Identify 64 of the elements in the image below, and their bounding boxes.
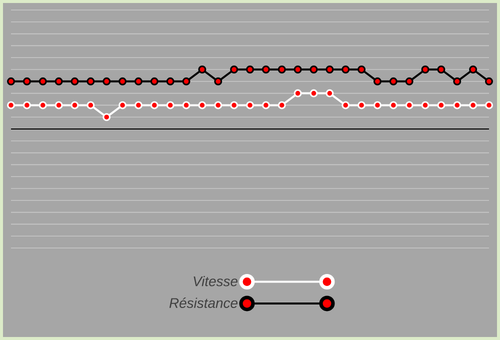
point — [182, 77, 190, 86]
point — [7, 77, 16, 86]
point — [421, 101, 430, 110]
point — [294, 89, 302, 98]
point — [278, 65, 286, 74]
point — [118, 77, 127, 86]
point — [342, 101, 350, 110]
point — [358, 65, 366, 74]
point — [38, 77, 47, 86]
point — [198, 101, 206, 110]
point — [134, 101, 142, 110]
point — [485, 101, 494, 110]
point — [453, 101, 462, 110]
point — [389, 101, 398, 110]
point — [38, 101, 47, 110]
point — [326, 65, 334, 74]
point — [150, 101, 158, 110]
point — [22, 77, 31, 86]
point — [405, 101, 414, 110]
point — [230, 65, 238, 74]
point — [166, 101, 174, 110]
point — [437, 65, 446, 74]
point — [22, 101, 31, 110]
point — [294, 65, 302, 74]
point — [166, 77, 174, 86]
point — [310, 65, 318, 74]
point — [134, 77, 142, 86]
point — [118, 101, 127, 110]
point — [453, 77, 462, 86]
point — [373, 77, 382, 86]
point — [278, 101, 286, 110]
point — [214, 101, 222, 110]
point — [421, 65, 430, 74]
point — [7, 101, 16, 110]
legend-label: Vitesse — [194, 276, 238, 286]
point — [262, 101, 270, 110]
point — [86, 77, 95, 86]
point — [326, 89, 334, 98]
point — [373, 101, 382, 110]
point — [469, 101, 478, 110]
point — [182, 101, 190, 110]
point — [469, 65, 478, 74]
point — [102, 113, 111, 122]
point — [262, 65, 270, 74]
point — [310, 89, 318, 98]
point — [54, 101, 63, 110]
point — [246, 65, 254, 74]
point — [358, 101, 366, 110]
point — [150, 77, 158, 86]
point — [86, 101, 95, 110]
point — [437, 101, 446, 110]
point — [102, 77, 111, 86]
point — [246, 101, 254, 110]
legend-label: Résistance — [169, 298, 238, 308]
point — [70, 101, 79, 110]
point — [230, 101, 238, 110]
point — [54, 77, 63, 86]
point — [70, 77, 79, 86]
point — [485, 77, 494, 86]
point — [389, 77, 398, 86]
point — [405, 77, 414, 86]
point — [214, 77, 222, 86]
point — [198, 65, 206, 74]
point — [342, 65, 350, 74]
